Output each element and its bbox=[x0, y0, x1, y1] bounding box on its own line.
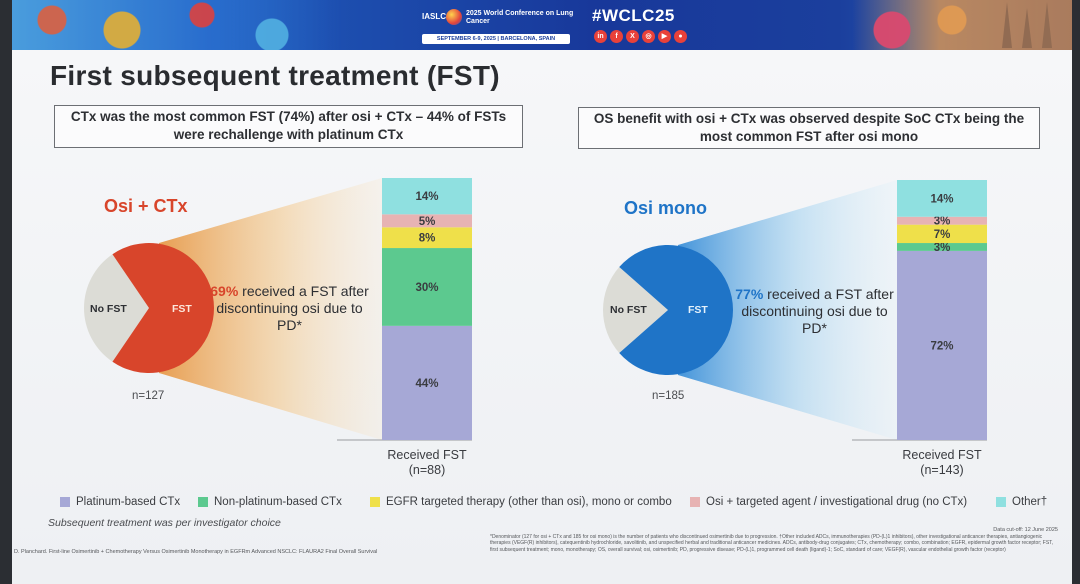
globe-icon bbox=[446, 9, 462, 25]
reference: D. Planchard. First-line Osimertinib + C… bbox=[14, 549, 378, 555]
received-desc-left: received a FST after discontinuing osi d… bbox=[216, 283, 369, 333]
linkedin-icon: in bbox=[594, 30, 607, 43]
barcelona-art-left bbox=[12, 0, 342, 50]
bar-label-right-1: 3% bbox=[934, 242, 951, 254]
bar-segment-left-4 bbox=[382, 178, 472, 215]
received-pct-left: 69% bbox=[210, 283, 239, 299]
conference-dates: SEPTEMBER 6-9, 2025 | BARCELONA, SPAIN bbox=[422, 34, 570, 44]
iaslc-logo: IASLC bbox=[422, 12, 446, 21]
pie-n-right: n=185 bbox=[652, 390, 685, 402]
bar-label-right-3: 3% bbox=[934, 216, 951, 228]
bar-segment-right-1 bbox=[897, 243, 987, 251]
legend-item-non-platinum: Non-platinum-based CTx bbox=[198, 496, 342, 508]
pie-label-fst-left: FST bbox=[172, 303, 192, 315]
bar-label-left-2: 8% bbox=[419, 233, 436, 245]
bar-caption-right-n: (n=143) bbox=[920, 463, 964, 477]
data-cutoff: Data cut-off: 12 June 2025 bbox=[993, 527, 1058, 533]
bar-caption-left-title: Received FST bbox=[387, 448, 467, 462]
bar-label-left-0: 44% bbox=[415, 378, 438, 390]
bar-segment-right-2 bbox=[897, 224, 987, 244]
received-desc-right: received a FST after discontinuing osi d… bbox=[741, 286, 894, 336]
bar-segment-right-0 bbox=[897, 250, 987, 440]
slide: First subsequent treatment (FST) CTx was… bbox=[12, 50, 1072, 584]
pie-slice-fst-left bbox=[112, 242, 215, 373]
received-pct-right: 77% bbox=[735, 286, 764, 302]
funnel-right bbox=[678, 180, 897, 440]
pie-label-no-fst-right: No FST bbox=[610, 304, 647, 316]
received-text-right: 77% received a FST after discontinuing o… bbox=[727, 286, 902, 337]
bar-caption-right-title: Received FST bbox=[902, 448, 982, 462]
pie-label-fst-right: FST bbox=[688, 304, 708, 316]
hashtag: #WCLC25 bbox=[592, 6, 675, 25]
arm-label-osi-mono: Osi mono bbox=[624, 198, 708, 218]
conference-banner: IASLC 2025 World Conference on Lung Canc… bbox=[12, 0, 1072, 50]
callout-right: OS benefit with osi + CTx was observed d… bbox=[578, 107, 1040, 149]
callout-left: CTx was the most common FST (74%) after … bbox=[54, 105, 523, 148]
legend-swatch bbox=[370, 497, 380, 507]
pie-slice-fst-right bbox=[619, 245, 734, 375]
legend-item-egfr: EGFR targeted therapy (other than osi), … bbox=[370, 496, 672, 508]
slide-title: First subsequent treatment (FST) bbox=[50, 60, 500, 91]
subsequent-note: Subsequent treatment was per investigato… bbox=[48, 517, 281, 529]
youtube-icon: ▶ bbox=[658, 30, 671, 43]
pie-n-left: n=127 bbox=[132, 390, 165, 402]
bar-caption-right: Received FST (n=143) bbox=[887, 448, 997, 478]
sagrada-familia-art bbox=[852, 0, 1072, 50]
bar-segment-left-3 bbox=[382, 214, 472, 228]
bar-segment-left-2 bbox=[382, 227, 472, 249]
bar-label-left-4: 14% bbox=[415, 191, 438, 203]
bar-label-left-1: 30% bbox=[415, 282, 438, 294]
podcast-icon: ● bbox=[674, 30, 687, 43]
received-text-left: 69% received a FST after discontinuing o… bbox=[202, 283, 377, 334]
arm-label-osi-ctx: Osi + CTx bbox=[104, 196, 188, 216]
x-icon: X bbox=[626, 30, 639, 43]
social-icons: in f X ◎ ▶ ● bbox=[594, 30, 687, 43]
bar-label-right-2: 7% bbox=[934, 229, 951, 241]
funnel-left bbox=[159, 178, 382, 440]
legend: Platinum-based CTx Non-platinum-based CT… bbox=[48, 496, 1058, 514]
legend-swatch bbox=[60, 497, 70, 507]
fst-charts: 44% 30% 8% 5% 14% 72% 3%7%3% 14% bbox=[84, 178, 987, 441]
pie-slice-no-fst-left bbox=[84, 254, 149, 362]
facebook-icon: f bbox=[610, 30, 623, 43]
legend-item-osi-targeted: Osi + targeted agent / investigational d… bbox=[690, 496, 967, 508]
legend-swatch bbox=[198, 497, 208, 507]
legend-item-other: Other† bbox=[996, 496, 1047, 508]
bar-segment-left-0 bbox=[382, 325, 472, 440]
bar-segment-right-4 bbox=[897, 180, 987, 217]
footnote: *Denominator (127 for osi + CTx and 185 … bbox=[490, 534, 1054, 553]
instagram-icon: ◎ bbox=[642, 30, 655, 43]
conference-name: 2025 World Conference on Lung Cancer bbox=[466, 10, 574, 25]
pie-label-no-fst-left: No FST bbox=[90, 303, 127, 315]
legend-swatch bbox=[996, 497, 1006, 507]
pie-slice-no-fst-right bbox=[603, 267, 668, 353]
bar-segment-left-1 bbox=[382, 248, 472, 326]
conference-logo: IASLC 2025 World Conference on Lung Canc… bbox=[422, 6, 573, 46]
bar-label-left-3: 5% bbox=[419, 216, 436, 228]
legend-swatch bbox=[690, 497, 700, 507]
bar-caption-left: Received FST (n=88) bbox=[372, 448, 482, 478]
bar-label-right-0: 72% bbox=[930, 340, 953, 352]
legend-item-platinum: Platinum-based CTx bbox=[60, 496, 180, 508]
bar-caption-left-n: (n=88) bbox=[408, 463, 446, 477]
bar-label-right-4: 14% bbox=[930, 193, 953, 205]
bar-segment-right-3 bbox=[897, 216, 987, 225]
